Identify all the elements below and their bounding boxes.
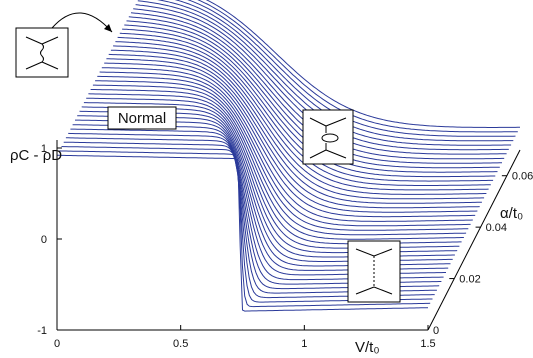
- x-tick-label: 0.5: [173, 338, 188, 350]
- series-line-15: [115, 41, 487, 195]
- axes: [56, 140, 521, 331]
- series-line-25: [92, 84, 464, 240]
- z-tick-label: 0.06: [512, 171, 533, 183]
- z-axis-line: [427, 149, 521, 331]
- series-line-24: [95, 80, 467, 236]
- annotation-arrowhead: [104, 24, 112, 32]
- series-line-22: [99, 71, 471, 227]
- y-tick-label: 1: [41, 143, 47, 155]
- diagram-inset-exchange: [15, 27, 69, 78]
- z-axis-title: α/t₀: [500, 205, 523, 222]
- series-line-23: [97, 75, 469, 231]
- diagram-inset-bubble: [302, 109, 354, 165]
- y-tick-label: -1: [37, 325, 47, 337]
- series-line-20: [104, 62, 476, 218]
- series-line-19: [106, 58, 478, 213]
- z-tick-label: 0.04: [486, 222, 507, 234]
- series-line-21: [101, 67, 473, 222]
- y-tick-label: 0: [41, 234, 47, 246]
- x-tick-label: 1.5: [420, 338, 435, 350]
- series-line-41: [57, 154, 428, 312]
- series-line-40: [59, 150, 431, 308]
- series-lines: [57, 0, 520, 312]
- diagram-inset-ladder: [347, 240, 401, 303]
- y-axis-title: ρC - ρD: [10, 147, 62, 164]
- x-axis-title: V/t₀: [355, 339, 380, 356]
- annotation-arrow: [51, 12, 113, 33]
- normal-label: Normal: [118, 110, 166, 127]
- series-line-1: [197, 0, 518, 133]
- normal-label-box: Normal: [107, 106, 177, 130]
- y-ticks: 1 0 -1: [37, 143, 62, 337]
- series-line-0: [205, 0, 520, 128]
- z-tick-label: 0.02: [459, 274, 480, 286]
- series-line-17: [110, 49, 482, 204]
- x-tick-label: 1: [301, 338, 307, 350]
- series-line-16: [113, 45, 485, 200]
- series-line-18: [108, 53, 480, 209]
- z-tick-label: 0: [433, 325, 439, 337]
- x-tick-label: 0: [54, 338, 60, 350]
- z-ticks: 0 0.02 0.04 0.06: [423, 171, 533, 337]
- x-ticks: 0 0.5 1 1.5: [54, 325, 436, 350]
